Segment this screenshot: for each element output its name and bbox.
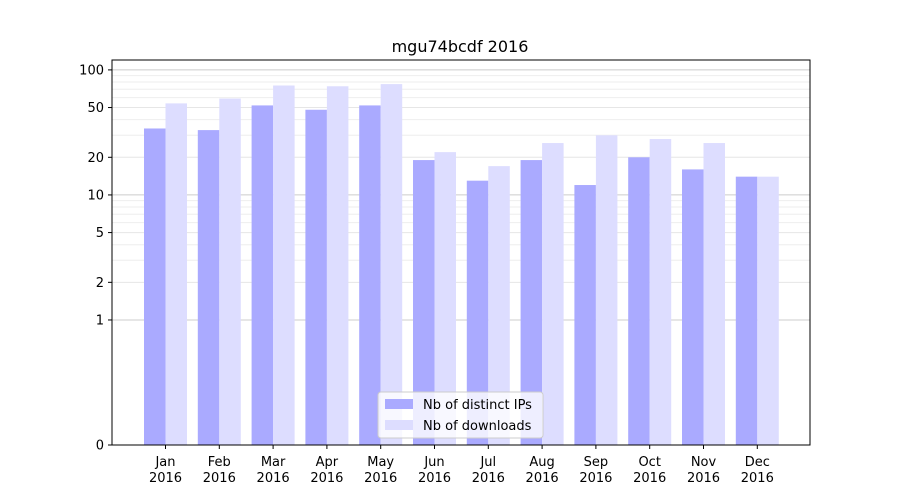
bar-downloads [273,85,295,445]
x-tick-label-year: 2016 [687,471,720,486]
x-tick-label-year: 2016 [418,471,451,486]
legend: Nb of distinct IPs Nb of downloads [377,391,544,439]
x-tick-label-year: 2016 [526,471,559,486]
bar-distinct-ips [520,160,543,445]
bar-distinct-ips [359,105,381,446]
bar-downloads [595,135,618,445]
x-tick-label-month: Jun [423,455,444,470]
x-tick-label-year: 2016 [203,471,236,486]
bars [144,84,779,446]
x-tick-label-year: 2016 [741,471,774,486]
y-tick-label: 5 [96,226,104,241]
bar-downloads [542,143,564,445]
x-tick-label-month: Apr [316,455,339,470]
x-tick-label-month: May [367,455,394,470]
legend-label-distinct-ips: Nb of distinct IPs [423,398,532,413]
bar-downloads [165,103,187,446]
x-tick-label-year: 2016 [472,471,505,486]
x-tick-label-year: 2016 [257,471,290,486]
bar-downloads [703,143,725,445]
bar-downloads [488,166,510,445]
legend-box [377,391,544,439]
bar-distinct-ips [628,157,650,445]
x-tick-label-month: Jan [154,455,175,470]
y-tick-label: 0 [96,439,104,454]
x-tick-label-year: 2016 [633,471,666,486]
bar-distinct-ips [197,130,220,445]
y-tick-label: 50 [87,101,104,116]
x-tick-label-month: Mar [261,455,286,470]
bar-downloads [380,84,403,446]
chart-title: mgu74bcdf 2016 [392,37,529,56]
legend-swatch-distinct-ips [385,399,413,409]
x-tick-label-month: Nov [691,455,717,470]
bar-downloads [326,86,349,445]
bar-distinct-ips [466,180,489,445]
y-tick-label: 2 [96,276,104,291]
y-tick-label: 20 [87,151,104,166]
bar-distinct-ips [574,185,596,445]
x-tick-label-year: 2016 [364,471,397,486]
x-tick-label-year: 2016 [149,471,182,486]
x-tick-label-month: Aug [529,455,554,470]
y-tick-label: 100 [79,63,104,78]
plot-frame [111,59,811,446]
x-tick-label-month: Jul [479,455,496,470]
y-axis: 0 1 2 5 10 20 50 100 [79,63,112,454]
x-tick-label-year: 2016 [579,471,612,486]
y-tick-label: 10 [87,188,104,203]
bar-downloads [757,176,779,445]
x-tick-label-month: Dec [745,455,770,470]
y-tick-label: 1 [96,313,104,328]
bar-downloads [434,152,456,445]
x-tick-label-year: 2016 [310,471,343,486]
bar-downloads [649,139,672,445]
x-axis: Jan2016Feb2016Mar2016Apr2016May2016Jun20… [149,445,774,486]
bar-downloads [219,98,241,446]
bar-distinct-ips [251,105,274,446]
bar-distinct-ips [305,109,327,445]
x-tick-label-month: Oct [638,455,660,470]
x-tick-label-month: Feb [208,455,231,470]
bar-distinct-ips [144,128,166,445]
bar-distinct-ips [682,169,704,445]
bar-distinct-ips [413,160,435,445]
x-tick-label-month: Sep [584,455,609,470]
legend-label-downloads: Nb of downloads [423,419,532,434]
legend-swatch-downloads [385,420,413,430]
bar-distinct-ips [735,176,758,445]
